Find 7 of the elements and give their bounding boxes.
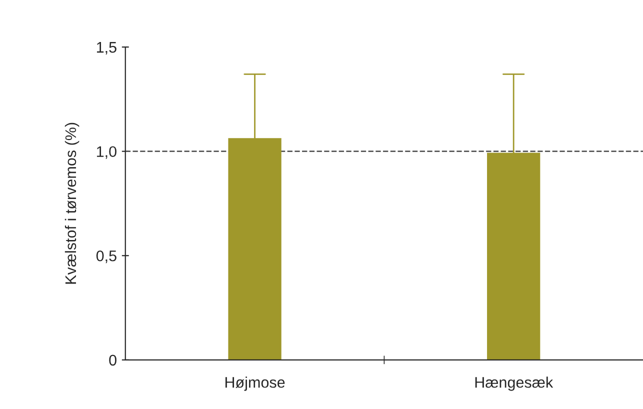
y-tick-label: 1,0 [96,146,116,159]
y-tick-label: 0,5 [96,250,116,264]
x-tick-label: Højmose [225,376,285,391]
x-tick-label: Hængesæk [475,376,554,391]
y-tick-label: 1,5 [96,42,116,55]
y-tick-label: 0 [109,354,116,366]
y-axis-title: Kvælstof i tørvemos (%) [64,122,80,284]
